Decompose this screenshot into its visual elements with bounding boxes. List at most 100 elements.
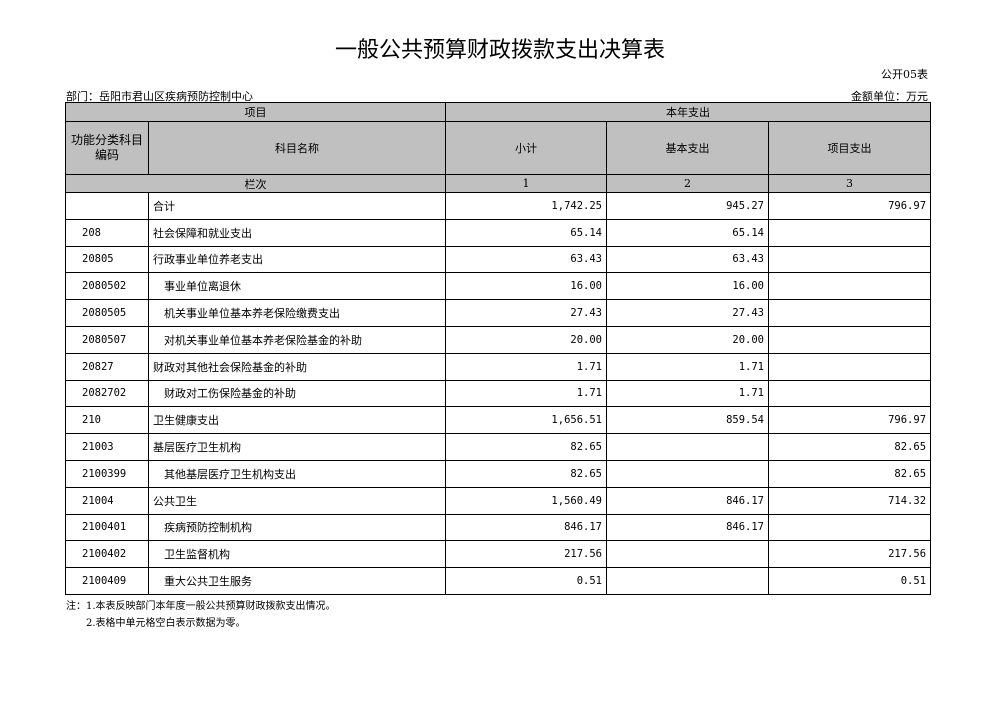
- page-title: 一般公共预算财政拨款支出决算表: [334, 38, 665, 63]
- cell-name: 公共卫生: [148, 486, 446, 515]
- cell-code: 20805: [65, 245, 149, 274]
- cell-project: [767, 245, 932, 274]
- cell-basic: 1.71: [606, 379, 769, 408]
- cell-project: 82.65: [767, 459, 932, 488]
- header-project: 项目支出: [767, 121, 932, 175]
- cell-project: [767, 379, 932, 408]
- table-row: 2100402 卫生监督机构 217.56 217.56: [65, 540, 932, 569]
- cell-name: 卫生监督机构: [148, 540, 446, 569]
- cell-code: 2100409: [65, 567, 149, 595]
- table-number: 公开05表: [881, 68, 928, 81]
- cell-subtotal: 846.17: [445, 513, 607, 542]
- notes: 注：1.本表反映部门本年度一般公共预算财政拨款支出情况。 2.表格中单元格空白表…: [66, 598, 336, 632]
- cell-subtotal: 65.14: [445, 218, 607, 247]
- cell-basic: 846.17: [606, 486, 769, 515]
- cell-project: 82.65: [767, 433, 932, 461]
- cell-basic: 65.14: [606, 218, 769, 247]
- cell-name: 卫生健康支出: [148, 406, 446, 435]
- cell-subtotal: 0.51: [445, 567, 607, 595]
- cell-code: 2100399: [65, 459, 149, 488]
- cell-name: 疾病预防控制机构: [148, 513, 446, 542]
- cell-name: 机关事业单位基本养老保险缴费支出: [148, 299, 446, 327]
- cell-name: 社会保障和就业支出: [148, 218, 446, 247]
- cell-name: 其他基层医疗卫生机构支出: [148, 459, 446, 488]
- header-basic: 基本支出: [606, 121, 769, 175]
- note-2: 2.表格中单元格空白表示数据为零。: [86, 618, 246, 629]
- cell-code: 2080507: [65, 325, 149, 354]
- header-col3: 3: [767, 174, 932, 193]
- cell-project: 796.97: [767, 192, 932, 220]
- table-row: 合计 1,742.25 945.27 796.97: [65, 192, 932, 220]
- cell-subtotal: 1.71: [445, 352, 607, 381]
- cell-basic: 27.43: [606, 299, 769, 327]
- table-row: 20805 行政事业单位养老支出 63.43 63.43: [65, 245, 932, 274]
- cell-code: 210: [65, 406, 149, 435]
- cell-basic: 63.43: [606, 245, 769, 274]
- cell-subtotal: 1,742.25: [445, 192, 607, 220]
- cell-project: 217.56: [767, 540, 932, 569]
- table-row: 2100399 其他基层医疗卫生机构支出 82.65 82.65: [65, 459, 932, 488]
- cell-code: [65, 192, 149, 220]
- cell-name: 合计: [148, 192, 446, 220]
- cell-basic: 859.54: [606, 406, 769, 435]
- table-row: 2082702 财政对工伤保险基金的补助 1.71 1.71: [65, 379, 932, 408]
- cell-project: 0.51: [767, 567, 932, 595]
- cell-project: [767, 299, 932, 327]
- cell-basic: [606, 567, 769, 595]
- cell-project: [767, 272, 932, 301]
- cell-subtotal: 82.65: [445, 459, 607, 488]
- department-label: 部门：岳阳市君山区疾病预防控制中心: [66, 90, 253, 103]
- cell-basic: 1.71: [606, 352, 769, 381]
- cell-code: 21003: [65, 433, 149, 461]
- cell-name: 重大公共卫生服务: [148, 567, 446, 595]
- cell-subtotal: 16.00: [445, 272, 607, 301]
- cell-basic: 846.17: [606, 513, 769, 542]
- cell-name: 财政对工伤保险基金的补助: [148, 379, 446, 408]
- header-name: 科目名称: [148, 121, 446, 175]
- cell-code: 208: [65, 218, 149, 247]
- cell-name: 基层医疗卫生机构: [148, 433, 446, 461]
- cell-project: [767, 325, 932, 354]
- cell-code: 2100401: [65, 513, 149, 542]
- header-row-1: 项目 本年支出: [65, 102, 932, 122]
- unit-label: 金额单位：万元: [851, 90, 928, 103]
- table-row: 21004 公共卫生 1,560.49 846.17 714.32: [65, 486, 932, 515]
- cell-name: 事业单位离退休: [148, 272, 446, 301]
- header-column-order: 栏次: [65, 174, 446, 193]
- note-1: 注：1.本表反映部门本年度一般公共预算财政拨款支出情况。: [66, 601, 336, 612]
- table-row: 2100409 重大公共卫生服务 0.51 0.51: [65, 567, 932, 595]
- cell-project: [767, 513, 932, 542]
- cell-name: 财政对其他社会保险基金的补助: [148, 352, 446, 381]
- cell-subtotal: 1,656.51: [445, 406, 607, 435]
- cell-subtotal: 63.43: [445, 245, 607, 274]
- cell-basic: 945.27: [606, 192, 769, 220]
- cell-basic: 16.00: [606, 272, 769, 301]
- cell-name: 对机关事业单位基本养老保险基金的补助: [148, 325, 446, 354]
- cell-project: [767, 218, 932, 247]
- header-row-3: 栏次 1 2 3: [65, 174, 932, 193]
- table-row: 2080507 对机关事业单位基本养老保险基金的补助 20.00 20.00: [65, 325, 932, 354]
- table-row: 208 社会保障和就业支出 65.14 65.14: [65, 218, 932, 247]
- cell-subtotal: 27.43: [445, 299, 607, 327]
- cell-name: 行政事业单位养老支出: [148, 245, 446, 274]
- cell-code: 2082702: [65, 379, 149, 408]
- table-row: 2080502 事业单位离退休 16.00 16.00: [65, 272, 932, 301]
- expenditure-table: 项目 本年支出 功能分类科目编码 科目名称 小计 基本支出 项目支出 栏次 1 …: [65, 102, 932, 595]
- cell-basic: [606, 540, 769, 569]
- header-col2: 2: [606, 174, 769, 193]
- header-item: 项目: [65, 102, 446, 122]
- cell-basic: [606, 459, 769, 488]
- cell-project: [767, 352, 932, 381]
- header-row-2: 功能分类科目编码 科目名称 小计 基本支出 项目支出: [65, 121, 932, 175]
- cell-basic: [606, 433, 769, 461]
- table-row: 20827 财政对其他社会保险基金的补助 1.71 1.71: [65, 352, 932, 381]
- header-code: 功能分类科目编码: [65, 121, 149, 175]
- header-subtotal: 小计: [445, 121, 607, 175]
- header-col1: 1: [445, 174, 607, 193]
- cell-code: 21004: [65, 486, 149, 515]
- cell-subtotal: 1,560.49: [445, 486, 607, 515]
- table-row: 2100401 疾病预防控制机构 846.17 846.17: [65, 513, 932, 542]
- table-row: 210 卫生健康支出 1,656.51 859.54 796.97: [65, 406, 932, 435]
- cell-code: 2100402: [65, 540, 149, 569]
